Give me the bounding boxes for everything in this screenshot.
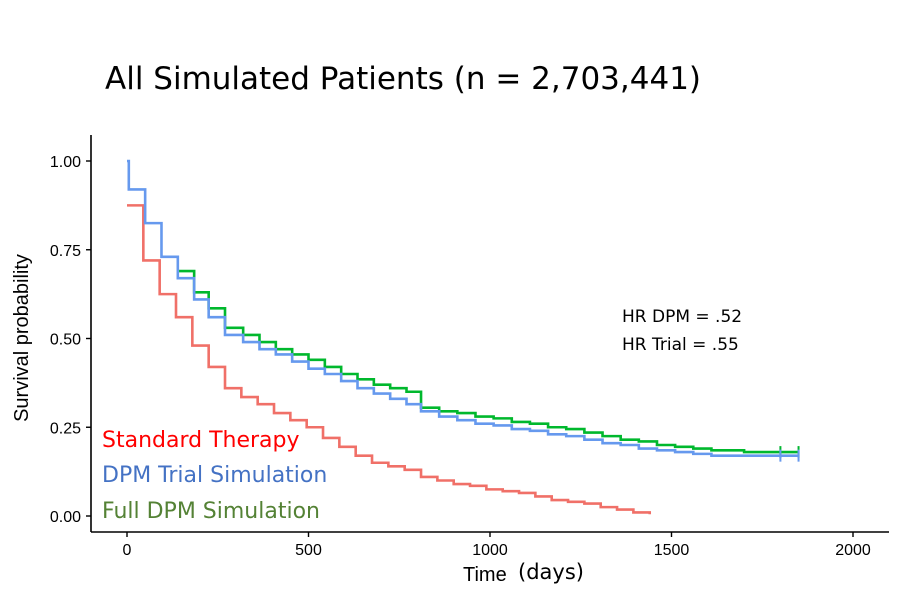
series-line-dpm-trial-simulation	[127, 159, 799, 457]
y-tick-label: 0.25	[50, 420, 81, 437]
series-layer	[127, 159, 800, 515]
x-tick-label: 500	[295, 542, 322, 559]
y-axis-label: Survival probability	[11, 254, 33, 422]
series-line-standard-therapy	[127, 204, 652, 515]
x-axis-label-suffix: (days)	[518, 560, 584, 584]
y-tick-label: 0.75	[50, 243, 81, 260]
x-tick-label: 2000	[835, 542, 871, 559]
x-axis-title: Time (days)	[463, 560, 584, 586]
x-tick-label: 0	[123, 542, 132, 559]
legend: Standard Therapy DPM Trial Simulation Fu…	[102, 428, 327, 524]
y-tick-group: 0.00 0.25 0.50 0.75 1.00	[50, 154, 91, 526]
legend-item-standard-therapy: Standard Therapy	[102, 428, 300, 453]
x-tick-label: 1000	[472, 542, 508, 559]
legend-item-dpm-trial-simulation: DPM Trial Simulation	[102, 463, 327, 488]
x-axis-label: Time	[463, 564, 507, 586]
series-line-full-dpm-simulation	[177, 269, 799, 454]
plot-area: 0.00 0.25 0.50 0.75 1.00 0 500 1000 1500 2000	[50, 135, 889, 559]
y-tick-label: 1.00	[50, 154, 81, 171]
legend-item-full-dpm-simulation: Full DPM Simulation	[102, 499, 320, 524]
hr-dpm-annotation: HR DPM = .52	[622, 307, 742, 327]
y-tick-label: 0.50	[50, 332, 81, 349]
chart-title: All Simulated Patients (n = 2,703,441)	[105, 61, 701, 97]
x-tick-label: 1500	[654, 542, 690, 559]
hr-trial-annotation: HR Trial = .55	[622, 335, 739, 355]
annotation-box: HR DPM = .52 HR Trial = .55	[622, 307, 742, 355]
x-tick-group: 0 500 1000 1500 2000	[123, 532, 871, 559]
y-tick-label: 0.00	[50, 509, 81, 526]
